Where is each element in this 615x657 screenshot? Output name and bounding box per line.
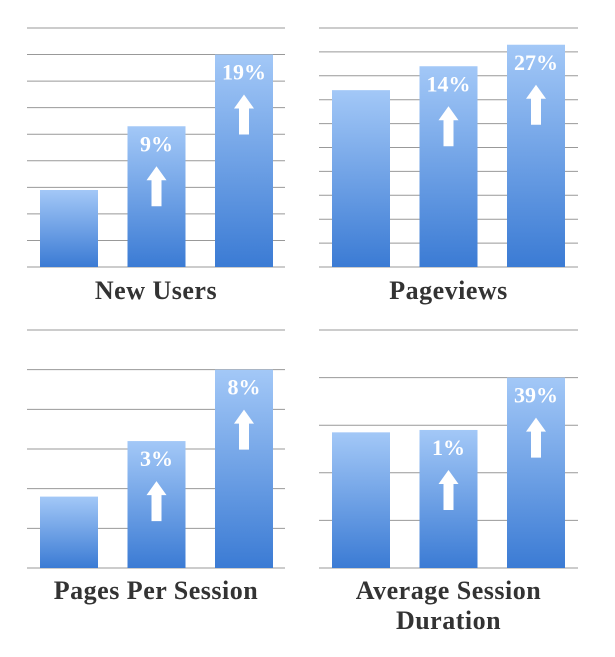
growth-label: 27% [514, 50, 558, 75]
bar [507, 377, 565, 568]
bar [215, 369, 273, 568]
bar [215, 54, 273, 267]
bar [40, 496, 98, 568]
chart-title: Pageviews [389, 276, 508, 305]
up-arrow [234, 409, 254, 450]
bar [332, 90, 390, 267]
growth-label: 19% [222, 60, 266, 85]
growth-label: 8% [228, 375, 261, 400]
bar [507, 44, 565, 268]
bar [419, 66, 478, 268]
up-arrow [146, 166, 167, 207]
growth-label: 9% [140, 131, 173, 156]
bar [332, 432, 390, 568]
up-arrow [438, 106, 459, 147]
growth-label: 39% [514, 383, 558, 408]
up-arrow [146, 481, 167, 522]
chart-title: New Users [94, 276, 218, 305]
up-arrow [438, 469, 459, 510]
up-arrow [526, 84, 546, 125]
growth-label: 14% [427, 71, 471, 96]
up-arrow [526, 417, 546, 458]
bar [40, 189, 98, 267]
chart-title: Pages Per Session [53, 576, 259, 605]
chart-title: Average Session Duration [355, 576, 542, 635]
growth-label: 1% [432, 435, 465, 460]
growth-label: 3% [140, 446, 173, 471]
up-arrow [234, 94, 254, 135]
